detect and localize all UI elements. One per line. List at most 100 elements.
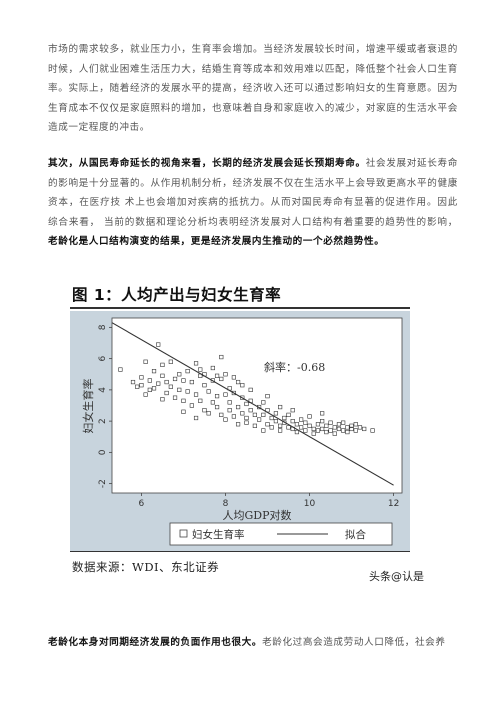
x-tick-label: 6: [139, 499, 145, 509]
data-point: [269, 415, 274, 421]
body-paragraph-1: 市场的需求较多，就业压力小，生育率会增加。当经济发展较长时间，增速平缓或者衰退的…: [48, 44, 458, 134]
data-point: [198, 367, 203, 372]
data-point: [357, 425, 363, 430]
legend-label-fit: 拟合: [345, 528, 366, 541]
data-point: [315, 428, 321, 433]
data-point: [269, 425, 274, 430]
data-point: [252, 423, 257, 428]
data-point: [328, 420, 333, 425]
data-point: [273, 411, 279, 416]
data-point: [345, 425, 350, 430]
data-point: [328, 428, 333, 433]
data-point: [235, 404, 241, 410]
data-point: [210, 378, 215, 383]
data-point: [160, 362, 165, 367]
data-point: [206, 411, 211, 416]
data-point: [185, 389, 190, 394]
data-point: [248, 387, 253, 392]
data-point: [147, 387, 152, 392]
data-point: [206, 389, 211, 394]
data-point: [290, 408, 295, 413]
data-point: [345, 429, 350, 435]
data-point: [303, 420, 308, 425]
data-point: [189, 403, 194, 408]
data-point: [332, 431, 337, 436]
data-point: [118, 367, 123, 372]
data-point: [223, 372, 228, 377]
data-point: [181, 378, 186, 383]
y-tick-label: 0: [98, 449, 108, 455]
data-point: [214, 404, 220, 410]
data-point: [231, 390, 236, 396]
watermark: 头条@认是: [369, 570, 424, 583]
legend-square-marker: [179, 529, 188, 538]
data-point: [172, 376, 178, 382]
data-point: [177, 372, 182, 377]
y-tick-label: 8: [98, 324, 108, 330]
data-point: [210, 365, 215, 371]
data-point: [286, 412, 291, 417]
y-axis: -2 0 2 4 6 8: [98, 324, 112, 488]
x-tick-label: 12: [388, 499, 399, 509]
figure-source: 数据来源：WDI、东北证券: [72, 560, 220, 574]
data-point: [231, 414, 236, 419]
paragraph-text: 社会发展对延长寿命的影响是十分显著的。从作用机制分析，经济发展不仅在生活水平上会…: [48, 158, 458, 228]
data-point: [160, 373, 165, 378]
body-paragraph-3: 老龄化本身对同期经济发展的负面作用也很大。老龄化过高会造成劳动人口降低，社会养: [48, 633, 458, 653]
data-point: [202, 383, 207, 388]
data-point: [349, 423, 354, 428]
figure-top-rule: [70, 307, 410, 309]
data-point: [265, 394, 270, 399]
data-point: [370, 428, 375, 433]
data-point: [273, 419, 279, 424]
plot-area: [111, 317, 403, 494]
legend-label-fertility: 妇女生育率: [192, 528, 245, 541]
data-point: [307, 414, 312, 419]
data-point: [286, 425, 291, 430]
data-point: [235, 379, 241, 385]
data-point: [193, 392, 199, 397]
data-point: [278, 423, 283, 428]
data-point: [151, 386, 157, 391]
data-point: [130, 379, 136, 385]
y-tick-label: 4: [98, 387, 108, 393]
data-point: [303, 428, 308, 433]
data-point: [193, 361, 199, 366]
data-point: [135, 384, 140, 389]
data-point: [332, 425, 337, 430]
y-axis-label: 妇女生育率: [81, 379, 95, 434]
data-point: [223, 417, 228, 422]
data-point: [353, 422, 358, 427]
fit-line: [111, 322, 394, 486]
data-point: [315, 422, 321, 427]
data-point: [168, 359, 173, 364]
data-point: [143, 359, 148, 364]
data-point: [324, 423, 329, 428]
data-point: [261, 412, 266, 417]
data-point: [311, 426, 316, 432]
x-tick-label: 8: [223, 499, 229, 509]
data-point: [147, 378, 152, 383]
data-point: [240, 383, 245, 388]
data-point: [336, 426, 342, 432]
data-point: [177, 387, 182, 392]
data-point: [156, 342, 161, 347]
data-point: [231, 375, 236, 380]
data-point: [219, 354, 224, 360]
data-point: [341, 420, 346, 425]
scatter-chart: -2 0 2 4 6 8 6 8 10 12 斜率：-0.68 妇女生育率 人均GDP对数 妇女…: [81, 317, 403, 546]
figure-bottom-rule: [70, 551, 410, 552]
data-point: [193, 415, 199, 421]
data-point: [240, 395, 245, 400]
data-point: [240, 411, 245, 416]
data-point: [353, 428, 358, 433]
data-point: [235, 422, 241, 427]
data-point: [311, 431, 316, 436]
data-point: [244, 420, 249, 425]
bold-conclusion: 老龄化是人口结构演变的结果，更是经济发展内生推动的一个必然趋势性。: [48, 236, 385, 248]
data-point: [227, 408, 232, 413]
x-axis-label: 人均GDP对数: [222, 508, 291, 522]
scatter-points: [118, 342, 375, 436]
data-point: [257, 417, 262, 422]
data-point: [320, 411, 325, 416]
